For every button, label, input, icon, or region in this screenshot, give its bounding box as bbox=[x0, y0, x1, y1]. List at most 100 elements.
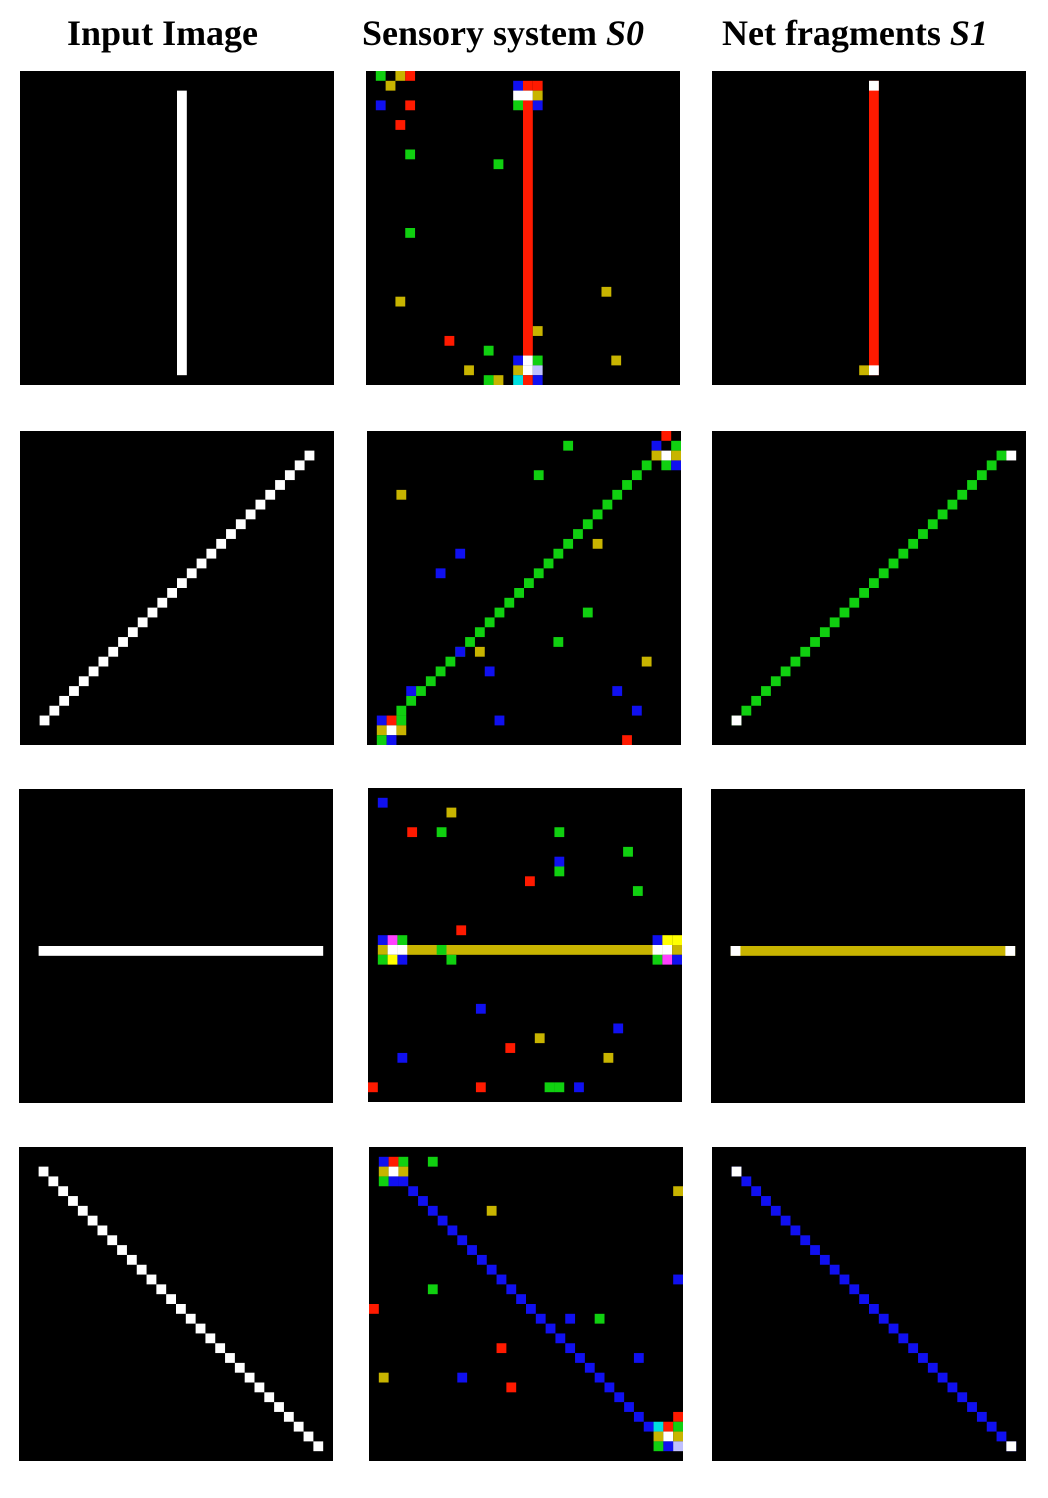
sensory-unit bbox=[376, 715, 387, 726]
line-pixel bbox=[524, 578, 534, 588]
sensory-unit bbox=[652, 954, 663, 965]
line-pixel bbox=[888, 1323, 899, 1334]
fragment-unit bbox=[731, 715, 742, 726]
line-pixel bbox=[631, 470, 642, 481]
sensory-unit bbox=[513, 375, 523, 385]
sensory-unit bbox=[435, 568, 446, 579]
line-pixel bbox=[418, 1196, 428, 1206]
line-pixel bbox=[643, 1421, 654, 1432]
sensory-unit bbox=[455, 548, 466, 559]
sensory-unit bbox=[455, 646, 466, 657]
line-pixel bbox=[108, 646, 119, 657]
header-input-image: Input Image bbox=[67, 12, 258, 54]
line-segment bbox=[730, 946, 1016, 956]
sensory-unit bbox=[378, 1176, 389, 1187]
sensory-unit bbox=[406, 686, 417, 696]
sensory-unit bbox=[534, 1033, 545, 1044]
sensory-unit bbox=[632, 886, 643, 896]
line-pixel bbox=[398, 1176, 409, 1187]
line-pixel bbox=[957, 1392, 968, 1403]
sensory-unit bbox=[582, 607, 593, 618]
line-pixel bbox=[565, 1343, 576, 1354]
line-pixel bbox=[810, 637, 820, 647]
fragment-unit bbox=[869, 80, 879, 91]
line-pixel bbox=[255, 499, 266, 510]
sensory-unit bbox=[612, 686, 623, 696]
sensory-unit bbox=[671, 440, 681, 451]
line-pixel bbox=[869, 578, 879, 588]
sensory-unit bbox=[396, 725, 407, 736]
sensory-unit bbox=[395, 296, 406, 307]
line-pixel bbox=[839, 607, 850, 618]
line-segment bbox=[523, 100, 533, 356]
line-pixel bbox=[313, 1441, 324, 1452]
line-pixel bbox=[957, 489, 968, 500]
sensory-unit bbox=[663, 1421, 674, 1432]
sensory-unit bbox=[513, 80, 523, 91]
line-segment bbox=[869, 80, 879, 376]
line-pixel bbox=[986, 1421, 997, 1432]
line-pixel bbox=[780, 666, 791, 677]
line-pixel bbox=[800, 1235, 811, 1246]
sensory-unit bbox=[641, 656, 652, 667]
panel-s0-row2 bbox=[367, 431, 681, 745]
panel-input-row1 bbox=[20, 71, 334, 385]
sensory-unit bbox=[368, 1082, 378, 1093]
sensory-unit bbox=[378, 1156, 389, 1167]
line-pixel bbox=[435, 666, 446, 677]
line-pixel bbox=[117, 1245, 127, 1255]
line-pixel bbox=[293, 1421, 304, 1432]
line-pixel bbox=[157, 597, 168, 608]
sensory-unit bbox=[395, 71, 406, 81]
sensory-unit bbox=[377, 935, 388, 945]
header-sensory-text: Sensory system bbox=[362, 13, 606, 53]
line-pixel bbox=[206, 548, 217, 559]
sensory-unit bbox=[513, 365, 523, 376]
sensory-unit bbox=[387, 935, 398, 945]
line-pixel bbox=[573, 529, 583, 539]
sensory-unit bbox=[532, 80, 543, 91]
line-pixel bbox=[947, 1382, 958, 1393]
line-pixel bbox=[118, 637, 128, 647]
line-pixel bbox=[425, 676, 436, 687]
line-pixel bbox=[967, 480, 977, 490]
panel-s1-row3 bbox=[711, 789, 1025, 1103]
line-pixel bbox=[741, 1176, 752, 1187]
header-net-text: Net fragments bbox=[722, 13, 950, 53]
line-pixel bbox=[927, 519, 938, 530]
line-pixel bbox=[283, 1411, 294, 1422]
sensory-unit bbox=[457, 1372, 468, 1383]
line-pixel bbox=[800, 646, 811, 657]
sensory-unit bbox=[532, 326, 543, 336]
panel-input-row2 bbox=[20, 431, 334, 745]
sensory-unit bbox=[388, 1156, 399, 1167]
sensory-unit bbox=[653, 1421, 664, 1432]
sensory-unit bbox=[652, 945, 663, 955]
sensory-unit bbox=[623, 846, 633, 857]
sensory-unit bbox=[456, 925, 467, 936]
line-pixel bbox=[406, 695, 417, 706]
line-pixel bbox=[761, 1196, 771, 1206]
line-pixel bbox=[437, 1215, 448, 1226]
sensory-unit bbox=[378, 1166, 389, 1177]
line-pixel bbox=[633, 1411, 644, 1422]
sensory-unit bbox=[396, 489, 407, 500]
line-pixel bbox=[526, 1304, 536, 1314]
line-pixel bbox=[996, 1431, 1007, 1442]
line-pixel bbox=[751, 695, 762, 706]
line-pixel bbox=[878, 1313, 889, 1324]
sensory-unit bbox=[436, 945, 447, 955]
line-pixel bbox=[543, 558, 554, 569]
sensory-unit bbox=[446, 954, 457, 965]
line-pixel bbox=[216, 538, 227, 549]
sensory-unit bbox=[378, 1372, 389, 1383]
line-segment bbox=[38, 946, 324, 956]
sensory-unit bbox=[397, 935, 408, 945]
sensory-unit bbox=[523, 80, 533, 91]
line-pixel bbox=[937, 509, 948, 520]
line-pixel bbox=[947, 499, 958, 510]
line-pixel bbox=[304, 450, 315, 461]
sensory-unit bbox=[405, 149, 416, 160]
sensory-unit bbox=[532, 100, 543, 111]
header-input-text: Input Image bbox=[67, 13, 259, 53]
